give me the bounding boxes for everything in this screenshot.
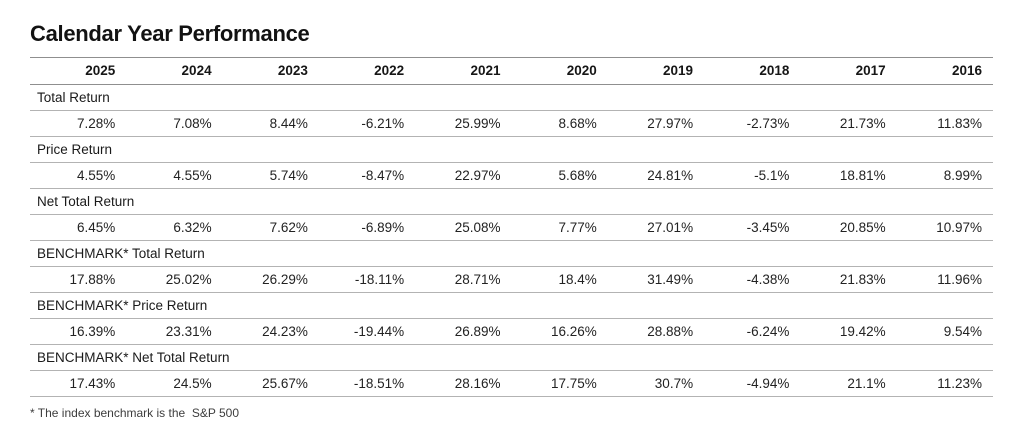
performance-value-cell: -5.1% bbox=[704, 162, 801, 190]
year-column-header: 2019 bbox=[607, 57, 705, 86]
performance-value-cell: 16.39% bbox=[30, 318, 127, 346]
performance-value-cell: 10.97% bbox=[896, 214, 993, 242]
performance-value-cell: 17.88% bbox=[30, 266, 127, 294]
section-label: BENCHMARK* Price Return bbox=[30, 292, 993, 320]
performance-table: 2025 2024 2023 2022 2021 2020 2019 2018 2017 2016… bbox=[30, 57, 993, 398]
performance-value-cell: 23.31% bbox=[126, 318, 223, 346]
year-header-row: 2025 2024 2023 2022 2021 2020 2019 2018 2017 2016 bbox=[30, 57, 993, 86]
section-values-row: 16.39% 23.31% 24.23% -19.44% 26.89% 16.26% 28.… bbox=[30, 318, 993, 346]
performance-value-cell: 7.28% bbox=[30, 110, 127, 138]
performance-value-cell: 7.77% bbox=[511, 214, 608, 242]
year-column-header: 2023 bbox=[222, 57, 319, 86]
performance-value-cell: 11.96% bbox=[896, 266, 993, 294]
performance-value-cell: 16.26% bbox=[511, 318, 608, 346]
performance-value-cell: 8.44% bbox=[222, 110, 319, 138]
performance-value-cell: 26.29% bbox=[222, 266, 319, 294]
year-column-header: 2017 bbox=[800, 57, 897, 86]
performance-value-cell: -8.47% bbox=[318, 162, 416, 190]
performance-value-cell: 18.81% bbox=[800, 162, 897, 190]
performance-value-cell: 6.45% bbox=[30, 214, 127, 242]
performance-value-cell: -19.44% bbox=[318, 318, 416, 346]
performance-value-cell: 8.68% bbox=[511, 110, 608, 138]
performance-value-cell: 25.67% bbox=[222, 370, 319, 398]
section-label-row: Price Return bbox=[30, 136, 993, 164]
performance-value-cell: 25.08% bbox=[415, 214, 512, 242]
performance-value-cell: 24.81% bbox=[607, 162, 705, 190]
performance-value-cell: 20.85% bbox=[800, 214, 897, 242]
performance-value-cell: 25.02% bbox=[126, 266, 223, 294]
performance-value-cell: -3.45% bbox=[704, 214, 801, 242]
performance-value-cell: 7.62% bbox=[222, 214, 319, 242]
performance-value-cell: 11.83% bbox=[896, 110, 993, 138]
performance-value-cell: 17.43% bbox=[30, 370, 127, 398]
performance-value-cell: 21.83% bbox=[800, 266, 897, 294]
section-label-row: Total Return bbox=[30, 84, 993, 112]
performance-value-cell: 6.32% bbox=[126, 214, 223, 242]
section-label-row: BENCHMARK* Price Return bbox=[30, 292, 993, 320]
performance-value-cell: 24.23% bbox=[222, 318, 319, 346]
performance-value-cell: -2.73% bbox=[704, 110, 801, 138]
section-label: Price Return bbox=[30, 136, 993, 164]
performance-value-cell: 30.7% bbox=[607, 370, 705, 398]
performance-value-cell: 17.75% bbox=[511, 370, 608, 398]
performance-value-cell: -4.38% bbox=[704, 266, 801, 294]
performance-value-cell: 8.99% bbox=[896, 162, 993, 190]
performance-value-cell: 19.42% bbox=[800, 318, 897, 346]
performance-value-cell: 9.54% bbox=[896, 318, 993, 346]
performance-value-cell: 4.55% bbox=[126, 162, 223, 190]
performance-value-cell: 4.55% bbox=[30, 162, 127, 190]
performance-value-cell: -4.94% bbox=[704, 370, 801, 398]
performance-value-cell: 5.74% bbox=[222, 162, 319, 190]
year-column-header: 2021 bbox=[415, 57, 512, 86]
year-column-header: 2020 bbox=[511, 57, 608, 86]
section-label: BENCHMARK* Net Total Return bbox=[30, 344, 993, 372]
performance-value-cell: 28.16% bbox=[415, 370, 512, 398]
performance-value-cell: 21.73% bbox=[800, 110, 897, 138]
section-label: Total Return bbox=[30, 84, 993, 112]
performance-value-cell: -18.51% bbox=[318, 370, 416, 398]
performance-value-cell: 25.99% bbox=[415, 110, 512, 138]
performance-value-cell: 22.97% bbox=[415, 162, 512, 190]
section-label: BENCHMARK* Total Return bbox=[30, 240, 993, 268]
performance-value-cell: 27.97% bbox=[607, 110, 705, 138]
performance-value-cell: 11.23% bbox=[896, 370, 993, 398]
section-values-row: 7.28% 7.08% 8.44% -6.21% 25.99% 8.68% 27.97% -2… bbox=[30, 110, 993, 138]
section-values-row: 17.43% 24.5% 25.67% -18.51% 28.16% 17.75% 30.7… bbox=[30, 370, 993, 398]
performance-value-cell: -18.11% bbox=[318, 266, 416, 294]
year-column-header: 2024 bbox=[126, 57, 223, 86]
performance-value-cell: 31.49% bbox=[607, 266, 705, 294]
performance-value-cell: 28.88% bbox=[607, 318, 705, 346]
year-column-header: 2016 bbox=[896, 57, 993, 86]
year-column-header: 2018 bbox=[704, 57, 801, 86]
section-values-row: 17.88% 25.02% 26.29% -18.11% 28.71% 18.4% 31.4… bbox=[30, 266, 993, 294]
performance-value-cell: 27.01% bbox=[607, 214, 705, 242]
section-label-row: BENCHMARK* Total Return bbox=[30, 240, 993, 268]
performance-value-cell: 21.1% bbox=[800, 370, 897, 398]
benchmark-footnote: * The index benchmark is the S&P 500 bbox=[30, 406, 240, 421]
performance-value-cell: 24.5% bbox=[126, 370, 223, 398]
section-label-row: Net Total Return bbox=[30, 188, 993, 216]
section-label-row: BENCHMARK* Net Total Return bbox=[30, 344, 993, 372]
section-label: Net Total Return bbox=[30, 188, 993, 216]
section-values-row: 4.55% 4.55% 5.74% -8.47% 22.97% 5.68% 24.81% -5… bbox=[30, 162, 993, 190]
performance-value-cell: -6.89% bbox=[318, 214, 416, 242]
performance-value-cell: -6.21% bbox=[318, 110, 416, 138]
performance-value-cell: 18.4% bbox=[511, 266, 608, 294]
page-title: Calendar Year Performance bbox=[30, 21, 310, 46]
performance-value-cell: 28.71% bbox=[415, 266, 512, 294]
performance-value-cell: 5.68% bbox=[511, 162, 608, 190]
section-values-row: 6.45% 6.32% 7.62% -6.89% 25.08% 7.77% 27.01% -3… bbox=[30, 214, 993, 242]
performance-value-cell: -6.24% bbox=[704, 318, 801, 346]
year-column-header: 2025 bbox=[30, 57, 127, 86]
performance-value-cell: 26.89% bbox=[415, 318, 512, 346]
year-column-header: 2022 bbox=[318, 57, 416, 86]
performance-value-cell: 7.08% bbox=[126, 110, 223, 138]
